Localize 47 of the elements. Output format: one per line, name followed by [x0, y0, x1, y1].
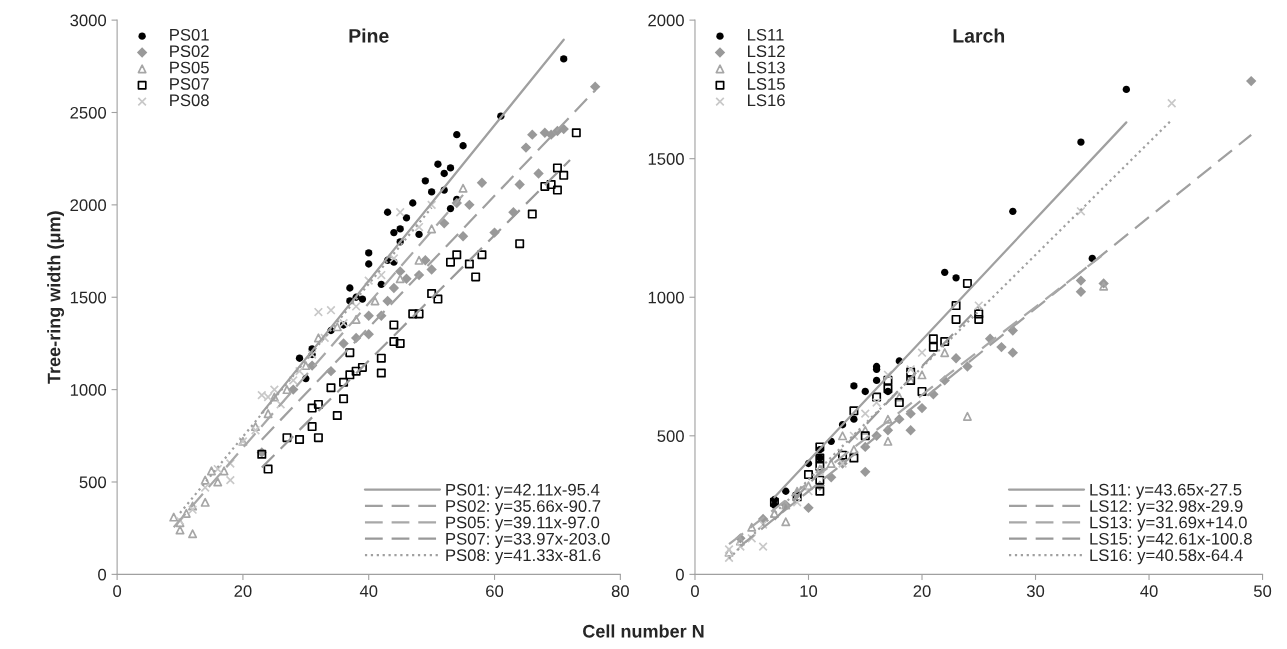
legend-label: PS07: [170, 78, 209, 90]
y-tick-label: 500: [79, 476, 107, 489]
y-tick-label: 1500: [648, 153, 684, 165]
y-axis-title: Tree-ring width (μm): [47, 211, 65, 384]
x-tick-label: 60: [486, 585, 504, 598]
x-tick-label: 30: [1026, 585, 1045, 598]
legend-label: LS15: [748, 78, 785, 90]
y-tick-label: 1000: [648, 291, 684, 304]
x-tick-label: 10: [800, 585, 818, 598]
legend-label: PS08: [170, 94, 209, 107]
legend-label: LS16: [748, 94, 785, 107]
x-tick-label: 40: [1140, 585, 1158, 598]
chart-title: Pine: [349, 28, 389, 43]
legend-label: PS01: [170, 28, 209, 41]
x-tick-label: 20: [913, 585, 931, 598]
x-tick-label: 20: [234, 585, 252, 598]
legend-label: PS05: [170, 61, 209, 74]
y-tick-label: 2500: [70, 106, 107, 119]
legend-label: LS11: [748, 28, 784, 41]
legend-label: LS11: y=43.65x-27.5: [1090, 483, 1242, 499]
legend-label: PS07: y=33.97x-203.0: [446, 532, 610, 548]
legend-label: LS12: y=32.98x-29.9: [1090, 500, 1243, 516]
legend-label: PS01: y=42.11x-95.4: [446, 483, 600, 499]
x-tick-label: 40: [359, 585, 378, 598]
legend-label: LS15: y=42.61x-100.8: [1090, 532, 1252, 548]
y-tick-label: 0: [675, 568, 684, 581]
legend-label: PS02: y=35.66x-90.7: [446, 500, 601, 516]
x-tick-label: 50: [1253, 585, 1272, 598]
y-tick-label: 2000: [648, 14, 684, 27]
legend-label: LS13: [748, 61, 785, 74]
x-tick-label: 0: [113, 585, 122, 598]
y-tick-label: 1000: [70, 384, 107, 396]
legend-label: PS02: [170, 45, 209, 58]
y-tick-label: 2000: [70, 199, 107, 212]
legend-label: PS05: y=39.11x-97.0: [446, 516, 600, 532]
legend-label: LS16: y=40.58x-64.4: [1090, 549, 1243, 565]
y-tick-label: 3000: [70, 14, 107, 27]
legend-label: LS13: y=31.69x+14.0: [1090, 516, 1247, 532]
legend-label: PS08: y=41.33x-81.6: [446, 549, 601, 565]
x-axis-title: Cell number N: [583, 624, 704, 638]
y-tick-label: 1500: [70, 291, 107, 304]
x-tick-label: 0: [691, 585, 699, 598]
y-tick-label: 0: [98, 568, 107, 581]
y-tick-label: 500: [657, 430, 684, 443]
chart-title: Larch: [953, 28, 1005, 43]
x-tick-label: 80: [611, 585, 629, 598]
legend-label: LS12: [748, 45, 785, 58]
